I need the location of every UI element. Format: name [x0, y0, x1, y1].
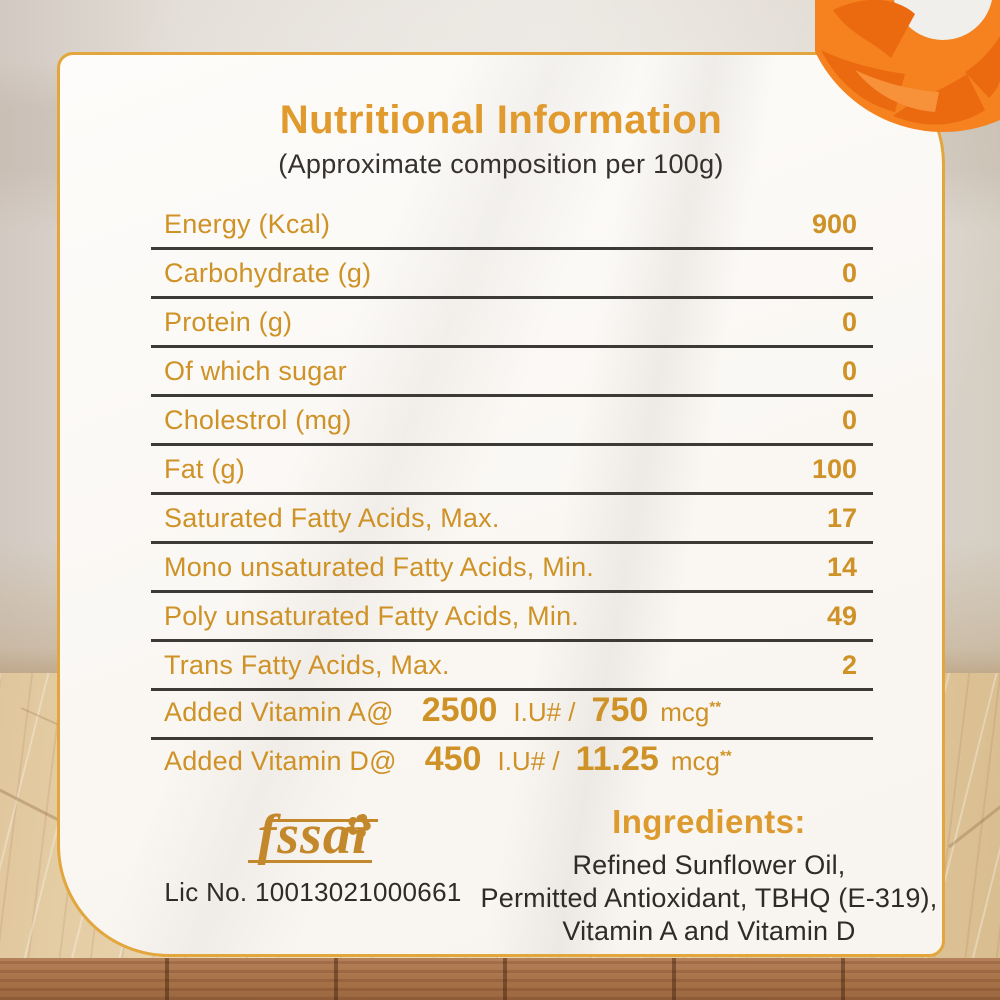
nutrient-value: 900 [811, 209, 857, 239]
nutrient-label: Protein (g) [164, 307, 293, 337]
table-row: Trans Fatty Acids, Max. 2 [151, 642, 873, 691]
ingredients-line: Permitted Antioxidant, TBHQ (E-319), [480, 883, 938, 913]
table-row-vitamin-d: Added Vitamin D@ 450 I.U# / 11.25 mcg** [151, 740, 873, 789]
table-row: Protein (g) 0 [151, 299, 873, 348]
footnote-marker: ** [709, 698, 722, 716]
nutrient-label: Mono unsaturated Fatty Acids, Min. [164, 552, 595, 582]
nutrient-value: 2 [841, 650, 857, 680]
nutrition-table: Energy (Kcal) 900 Carbohydrate (g) 0 Pro… [151, 201, 873, 789]
nutrient-label: Added Vitamin A@ [164, 697, 394, 727]
nutrient-value: 100 [811, 454, 857, 484]
license-number: Lic No. 10013021000661 [164, 877, 462, 907]
nutrient-value: 0 [841, 405, 857, 435]
table-row: Carbohydrate (g) 0 [151, 250, 873, 299]
table-row: Cholestrol (mg) 0 [151, 397, 873, 446]
nutrient-value: 0 [841, 356, 857, 386]
nutrient-label: Fat (g) [164, 454, 245, 484]
nutrient-label: Carbohydrate (g) [164, 258, 372, 288]
nutrient-label: Poly unsaturated Fatty Acids, Min. [164, 601, 579, 631]
ingredients-line: Vitamin A and Vitamin D [562, 916, 856, 946]
footer-section: fssai ✿ Lic No. 10013021000661 Ingredient… [60, 803, 942, 948]
nutrition-label-card: Nutritional Information (Approximate com… [57, 52, 945, 957]
nutrient-label: Trans Fatty Acids, Max. [164, 650, 450, 680]
wooden-table-edge [0, 958, 1000, 1000]
page-title: Nutritional Information [279, 98, 723, 142]
nutrient-value: 49 [826, 601, 857, 631]
vitamin-iu-value: 2500 [421, 691, 498, 729]
nutrient-label: Added Vitamin D@ [164, 746, 397, 776]
orange-swirl-decoration [815, 0, 1000, 132]
nutrient-label: Saturated Fatty Acids, Max. [164, 503, 500, 533]
ingredients-block: Ingredients: Refined Sunflower Oil, Perm… [474, 803, 944, 948]
ingredients-heading: Ingredients: [612, 803, 806, 840]
vitamin-iu-unit: I.U# / [497, 746, 560, 776]
vitamin-mcg-value: 750 [591, 691, 649, 729]
vitamin-mcg-unit: mcg** [660, 697, 722, 727]
fssai-logo: fssai ✿ [244, 803, 383, 871]
nutrient-label: Cholestrol (mg) [164, 405, 352, 435]
table-row: Of which sugar 0 [151, 348, 873, 397]
ingredients-line: Refined Sunflower Oil, [572, 850, 846, 880]
vitamin-iu-unit: I.U# / [513, 697, 576, 727]
vitamin-mcg-value: 11.25 [575, 740, 659, 778]
table-row: Saturated Fatty Acids, Max. 17 [151, 495, 873, 544]
nutrient-value: 0 [841, 307, 857, 337]
nutrient-value: 17 [826, 503, 857, 533]
subtitle: (Approximate composition per 100g) [278, 149, 724, 179]
table-row: Poly unsaturated Fatty Acids, Min. 49 [151, 593, 873, 642]
table-row: Fat (g) 100 [151, 446, 873, 495]
license-block: fssai ✿ Lic No. 10013021000661 [158, 803, 468, 948]
vitamin-iu-value: 450 [424, 740, 482, 778]
nutrient-value: 14 [826, 552, 857, 582]
table-row: Energy (Kcal) 900 [151, 201, 873, 250]
nutrient-label: Energy (Kcal) [164, 209, 331, 239]
nutrient-value: 0 [841, 258, 857, 288]
vitamin-mcg-unit: mcg** [670, 746, 732, 776]
table-row-vitamin-a: Added Vitamin A@ 2500 I.U# / 750 mcg** [151, 691, 873, 740]
footnote-marker: ** [719, 747, 732, 765]
table-row: Mono unsaturated Fatty Acids, Min. 14 [151, 544, 873, 593]
nutrient-label: Of which sugar [164, 356, 347, 386]
